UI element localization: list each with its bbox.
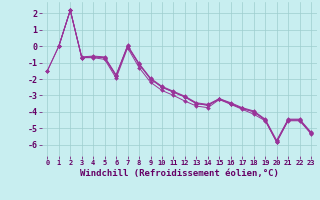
X-axis label: Windchill (Refroidissement éolien,°C): Windchill (Refroidissement éolien,°C): [80, 169, 279, 178]
